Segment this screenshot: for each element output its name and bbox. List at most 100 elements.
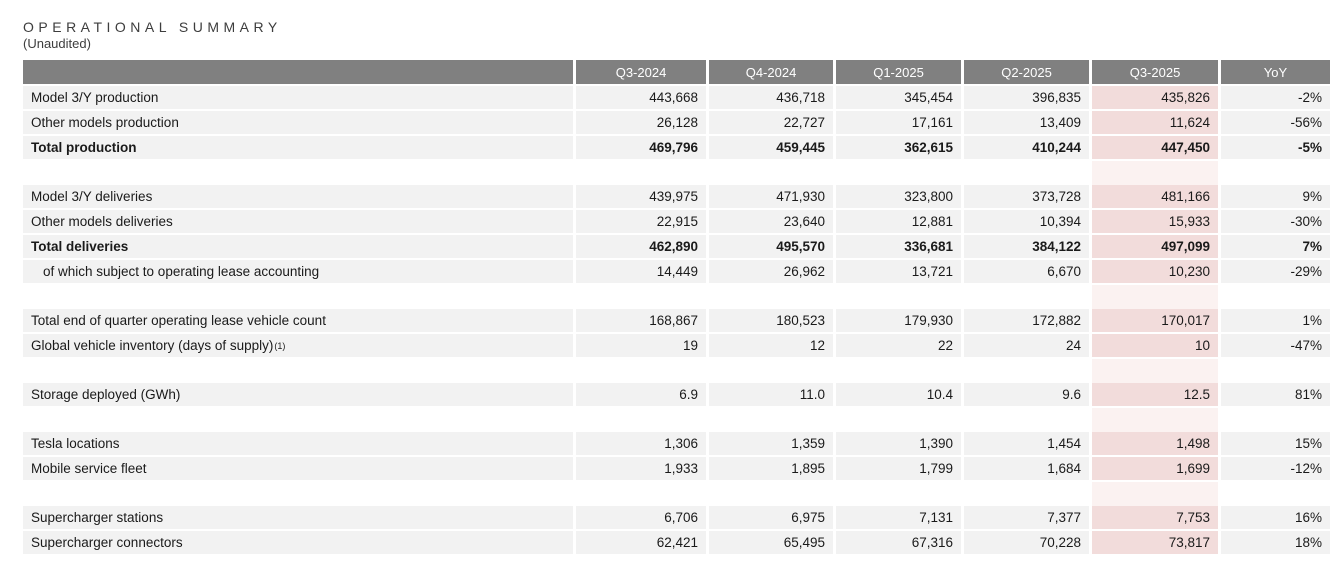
cell-yoy: 18% [1221,531,1330,554]
cell-q2-2025: 10,394 [964,210,1089,233]
cell-q3-2025: 10,230 [1092,260,1218,283]
cell-q2-2025: 410,244 [964,136,1089,159]
section-gap-cell [836,161,961,185]
cell-q3-2025: 1,498 [1092,432,1218,455]
section-gap-cell [836,285,961,309]
section-gap-cell [23,359,573,383]
section-gap-cell [23,285,573,309]
section-gap-cell [1221,408,1330,432]
operational-summary-table: Q3-2024 Q4-2024 Q1-2025 Q2-2025 Q3-2025 … [23,60,1330,554]
row-label-text: Other models deliveries [31,214,173,229]
cell-q2-2025: 13,409 [964,111,1089,134]
section-gap-highlight [1092,359,1218,383]
cell-q3-2025: 73,817 [1092,531,1218,554]
row-label-text: Mobile service fleet [31,461,147,476]
section-gap-highlight [1092,408,1218,432]
cell-q3-2024: 6,706 [576,506,706,529]
cell-yoy: 1% [1221,309,1330,332]
section-gap-cell [964,359,1089,383]
section-gap [23,285,1330,309]
cell-q3-2025: 481,166 [1092,185,1218,208]
cell-q3-2024: 62,421 [576,531,706,554]
row-label-text: Total end of quarter operating lease veh… [31,313,326,328]
cell-q4-2024: 180,523 [709,309,833,332]
section-gap-highlight [1092,161,1218,185]
cell-yoy: -47% [1221,334,1330,357]
table-row: Storage deployed (GWh) 6.9 11.0 10.4 9.6 12.5… [23,383,1330,406]
row-label-text: Total production [31,140,137,155]
cell-q3-2024: 6.9 [576,383,706,406]
row-label: Model 3/Y deliveries [23,185,573,208]
cell-q1-2025: 13,721 [836,260,961,283]
cell-q4-2024: 23,640 [709,210,833,233]
cell-q2-2025: 1,684 [964,457,1089,480]
section-gap-cell [576,285,706,309]
cell-q3-2025: 7,753 [1092,506,1218,529]
section-gap-cell [709,482,833,506]
section-gap-cell [576,359,706,383]
section-gap-cell [576,408,706,432]
row-label: Storage deployed (GWh) [23,383,573,406]
cell-q2-2025: 384,122 [964,235,1089,258]
cell-q2-2025: 70,228 [964,531,1089,554]
cell-q3-2025: 447,450 [1092,136,1218,159]
cell-q4-2024: 26,962 [709,260,833,283]
cell-q1-2025: 1,799 [836,457,961,480]
cell-q4-2024: 1,895 [709,457,833,480]
cell-q1-2025: 7,131 [836,506,961,529]
header-cell-metric [23,60,573,84]
row-label: of which subject to operating lease acco… [23,260,573,283]
cell-q3-2024: 19 [576,334,706,357]
cell-q2-2025: 172,882 [964,309,1089,332]
table-row: Mobile service fleet 1,933 1,895 1,799 1,684… [23,457,1330,480]
cell-q4-2024: 12 [709,334,833,357]
cell-q4-2024: 495,570 [709,235,833,258]
section-gap-cell [836,482,961,506]
cell-q4-2024: 471,930 [709,185,833,208]
cell-yoy: -12% [1221,457,1330,480]
table-row: of which subject to operating lease acco… [23,260,1330,283]
table-header-row: Q3-2024 Q4-2024 Q1-2025 Q2-2025 Q3-2025 … [23,60,1330,84]
section-gap-highlight [1092,482,1218,506]
cell-q3-2024: 168,867 [576,309,706,332]
cell-q2-2025: 373,728 [964,185,1089,208]
cell-q3-2025: 497,099 [1092,235,1218,258]
table-row: Tesla locations 1,306 1,359 1,390 1,454 1,498… [23,432,1330,455]
cell-q1-2025: 362,615 [836,136,961,159]
cell-q4-2024: 436,718 [709,86,833,109]
row-label-text: Model 3/Y production [31,90,159,105]
cell-q1-2025: 179,930 [836,309,961,332]
section-gap-cell [836,359,961,383]
cell-q2-2025: 7,377 [964,506,1089,529]
cell-yoy: -5% [1221,136,1330,159]
cell-q4-2024: 459,445 [709,136,833,159]
section-gap-cell [709,285,833,309]
section-gap-cell [709,161,833,185]
cell-q2-2025: 396,835 [964,86,1089,109]
row-label-text: Global vehicle inventory (days of supply… [31,338,274,353]
section-gap-cell [964,408,1089,432]
section-gap-cell [23,482,573,506]
table-row: Model 3/Y deliveries 439,975 471,930 323,80… [23,185,1330,208]
table-row: Model 3/Y production 443,668 436,718 345,45… [23,86,1330,109]
cell-q1-2025: 1,390 [836,432,961,455]
cell-q3-2025: 11,624 [1092,111,1218,134]
header-cell-q1-2025: Q1-2025 [836,60,961,84]
cell-q3-2025: 435,826 [1092,86,1218,109]
cell-yoy: -29% [1221,260,1330,283]
table-body: Model 3/Y production 443,668 436,718 345,45… [23,86,1330,554]
section-gap-cell [576,161,706,185]
cell-yoy: -30% [1221,210,1330,233]
cell-q3-2024: 14,449 [576,260,706,283]
cell-yoy: 9% [1221,185,1330,208]
cell-q3-2024: 443,668 [576,86,706,109]
table-row: Total end of quarter operating lease veh… [23,309,1330,332]
section-gap [23,408,1330,432]
header-cell-q4-2024: Q4-2024 [709,60,833,84]
cell-q1-2025: 10.4 [836,383,961,406]
table-row: Supercharger stations 6,706 6,975 7,131 7,37… [23,506,1330,529]
section-gap-cell [1221,359,1330,383]
row-label: Global vehicle inventory (days of supply… [23,334,573,357]
section-gap-cell [23,161,573,185]
row-label: Mobile service fleet [23,457,573,480]
